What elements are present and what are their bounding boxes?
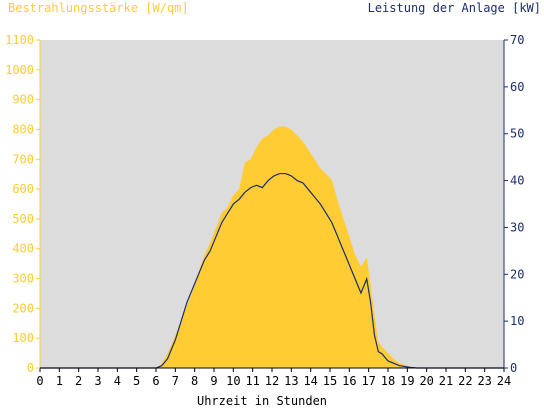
- right-tick-label: 60: [510, 80, 524, 94]
- left-tick-label: 1100: [5, 33, 34, 47]
- left-tick-label: 300: [12, 272, 34, 286]
- x-tick-label: 7: [172, 374, 179, 388]
- x-tick-label: 16: [342, 374, 356, 388]
- left-tick-label: 500: [12, 212, 34, 226]
- right-tick-label: 20: [510, 267, 524, 281]
- left-tick-label: 1000: [5, 63, 34, 77]
- left-tick-label: 700: [12, 152, 34, 166]
- x-tick-label: 5: [133, 374, 140, 388]
- left-tick-label: 900: [12, 93, 34, 107]
- x-tick-label: 15: [323, 374, 337, 388]
- left-tick-label: 200: [12, 301, 34, 315]
- right-tick-label: 50: [510, 127, 524, 141]
- x-tick-label: 0: [36, 374, 43, 388]
- left-tick-label: 600: [12, 182, 34, 196]
- x-tick-label: 4: [114, 374, 121, 388]
- x-axis-title: Uhrzeit in Stunden: [197, 394, 327, 408]
- x-tick-label: 12: [265, 374, 279, 388]
- x-tick-label: 8: [191, 374, 198, 388]
- left-tick-label: 800: [12, 122, 34, 136]
- x-tick-label: 17: [361, 374, 375, 388]
- x-tick-label: 18: [381, 374, 395, 388]
- x-tick-label: 11: [245, 374, 259, 388]
- right-tick-label: 70: [510, 33, 524, 47]
- left-tick-label: 0: [27, 361, 34, 375]
- x-tick-label: 23: [477, 374, 491, 388]
- x-tick-label: 14: [303, 374, 317, 388]
- power-line: [40, 172, 504, 369]
- right-tick-label: 10: [510, 314, 524, 328]
- x-tick-label: 3: [94, 374, 101, 388]
- x-tick-label: 24: [497, 374, 511, 388]
- x-tick-label: 1: [56, 374, 63, 388]
- x-tick-label: 6: [152, 374, 159, 388]
- x-tick-label: 22: [458, 374, 472, 388]
- x-tick-label: 2: [75, 374, 82, 388]
- right-tick-label: 40: [510, 174, 524, 188]
- x-tick-label: 10: [226, 374, 240, 388]
- left-tick-label: 400: [12, 242, 34, 256]
- right-tick-label: 30: [510, 220, 524, 234]
- x-tick-label: 20: [419, 374, 433, 388]
- x-tick-label: 9: [210, 374, 217, 388]
- x-tick-label: 19: [400, 374, 414, 388]
- x-tick-label: 21: [439, 374, 453, 388]
- x-tick-label: 13: [284, 374, 298, 388]
- left-tick-label: 100: [12, 331, 34, 345]
- right-tick-label: 0: [510, 361, 517, 375]
- irradiance-area: [40, 126, 504, 369]
- left-axis-title: Bestrahlungsstärke [W/qm]: [8, 1, 189, 15]
- right-axis-title: Leistung der Anlage [kW]: [368, 1, 541, 15]
